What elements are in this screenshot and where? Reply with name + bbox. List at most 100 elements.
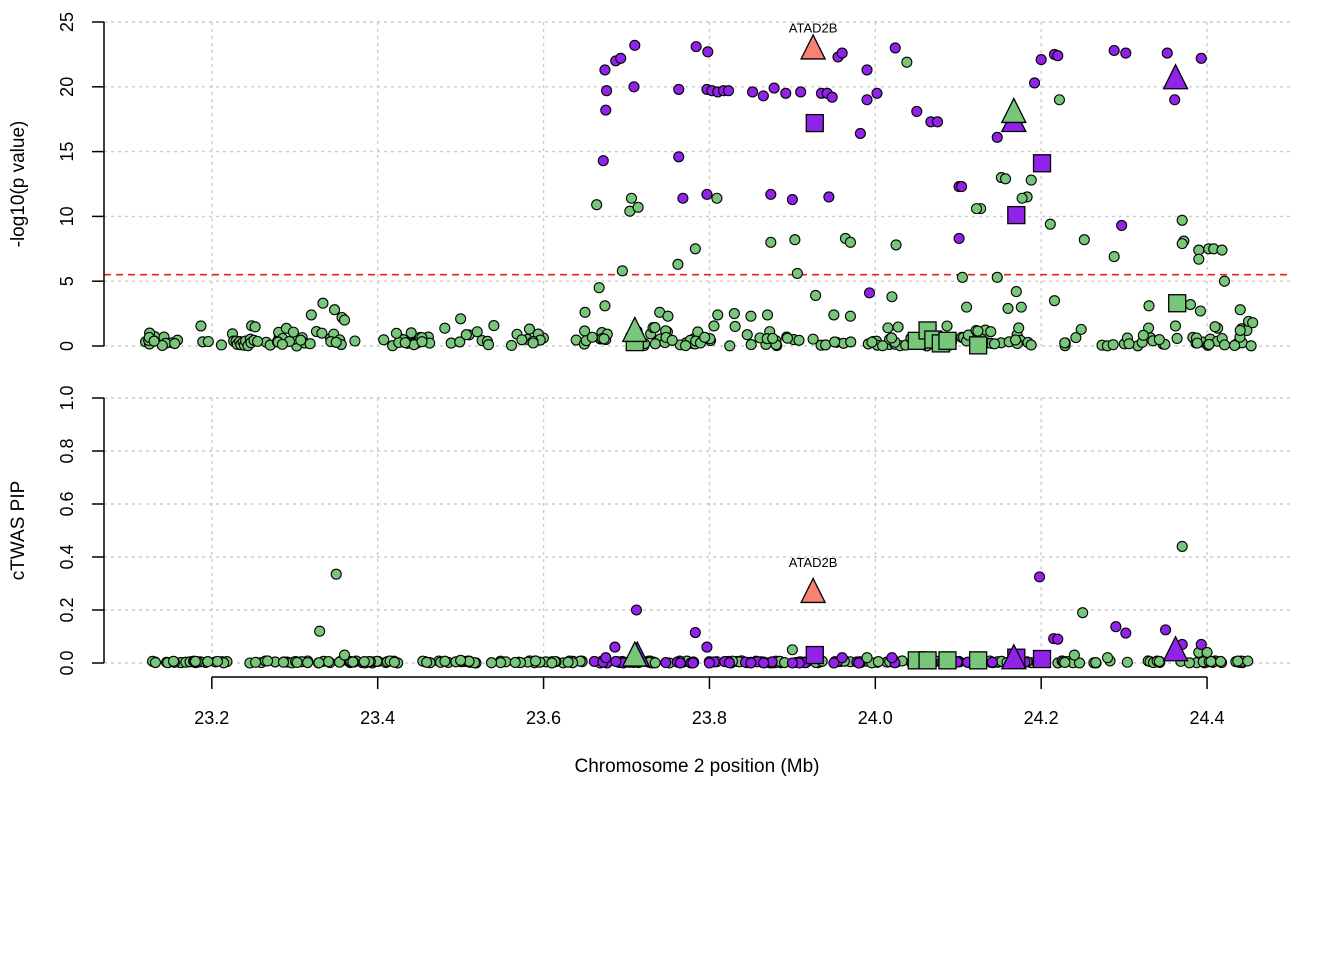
top-snp-point — [1195, 52, 1207, 64]
top-snp-point — [1193, 244, 1205, 256]
top-snp-point — [702, 46, 714, 58]
top-snp-point — [405, 327, 417, 339]
top-snp-point — [701, 188, 713, 200]
bottom-snp-point — [1074, 657, 1086, 669]
top-snp-point — [1075, 323, 1087, 335]
top-snp-point — [960, 301, 973, 313]
bottom-snp-point — [1215, 655, 1227, 668]
top-snp-point — [304, 338, 316, 350]
top-snp-point — [1137, 329, 1149, 341]
points-layer — [140, 33, 1259, 670]
top-snp-point — [593, 282, 605, 294]
top-snp-point — [1029, 77, 1041, 89]
bottom-snp-point — [600, 652, 612, 664]
top-snp-point — [202, 335, 214, 348]
top-snp-point — [712, 309, 724, 321]
top-snp-point — [598, 333, 610, 345]
bottom-snp-point — [1195, 638, 1207, 651]
top-snp-point — [795, 86, 807, 98]
top-snp-point — [482, 339, 495, 351]
top-snp-point — [1107, 339, 1119, 351]
top-snp-point — [791, 267, 803, 279]
top-snp-point — [1176, 214, 1188, 226]
top-snp-point — [807, 333, 819, 345]
bottom-snp-point — [485, 657, 498, 669]
bottom-gene-square — [918, 651, 937, 670]
top-snp-point — [673, 151, 685, 163]
top-snp-point — [1191, 337, 1203, 349]
top-snp-point — [871, 87, 883, 99]
bottom-snp-point — [872, 656, 884, 668]
top-snp-point — [454, 336, 466, 348]
top-snp-point — [169, 337, 181, 350]
bottom-snp-point — [1033, 571, 1046, 583]
x-tick-label: 23.8 — [692, 708, 727, 728]
top-snp-point — [1052, 50, 1064, 62]
bottom-gene-triangle — [1162, 635, 1189, 662]
top-snp-point — [338, 314, 351, 326]
bottom-snp-point — [853, 657, 865, 669]
top-snp-point — [911, 105, 923, 117]
top-snp-point — [628, 81, 640, 93]
top-snp-point — [673, 83, 685, 95]
top-snp-point — [823, 191, 835, 203]
top-snp-point — [215, 339, 227, 351]
x-tick-label: 24.0 — [858, 708, 893, 728]
bottom-gene-label-atad2b: ATAD2B — [789, 555, 838, 570]
top-y-tick-label: 15 — [57, 142, 77, 162]
top-snp-point — [861, 94, 873, 106]
top-y-tick-label: 0 — [57, 341, 77, 351]
bottom-gene-square — [805, 645, 824, 665]
top-snp-point — [745, 310, 757, 322]
top-snp-point — [1169, 320, 1182, 332]
top-snp-point — [505, 339, 518, 352]
top-snp-point — [729, 320, 741, 332]
top-snp-point — [1013, 322, 1025, 334]
bottom-snp-point — [358, 656, 370, 668]
top-snp-point — [828, 309, 840, 321]
bottom-snp-point — [202, 656, 214, 668]
top-snp-point — [854, 127, 866, 140]
bottom-snp-point — [674, 657, 686, 669]
top-snp-point — [527, 337, 539, 349]
top-snp-point — [953, 232, 965, 244]
bottom-snp-point — [338, 649, 351, 661]
top-snp-point — [699, 331, 711, 343]
top-snp-point — [1002, 302, 1014, 314]
bottom-snp-point — [167, 655, 180, 667]
top-snp-point — [329, 304, 341, 316]
bottom-y-tick-label: 0.6 — [57, 491, 77, 516]
top-gene-square — [1032, 154, 1052, 173]
top-snp-point — [1203, 338, 1215, 350]
top-gene-square — [969, 336, 988, 355]
top-snp-point — [1218, 275, 1231, 287]
bottom-snp-point — [786, 657, 798, 669]
bottom-snp-point — [1232, 655, 1244, 667]
top-snp-point — [586, 331, 598, 343]
top-snp-point — [516, 334, 528, 346]
bottom-snp-point — [1160, 624, 1172, 636]
top-snp-point — [1053, 94, 1065, 106]
top-snp-point — [970, 203, 983, 215]
bottom-snp-point — [388, 656, 400, 668]
bottom-snp-point — [660, 657, 672, 669]
top-snp-point — [1010, 334, 1022, 346]
top-snp-point — [765, 236, 777, 248]
bottom-snp-point — [836, 652, 848, 664]
bottom-snp-point — [1077, 607, 1089, 619]
bottom-snp-point — [562, 656, 574, 668]
top-snp-point — [597, 155, 609, 167]
bottom-snp-point — [250, 656, 262, 668]
top-snp-point — [1025, 174, 1037, 186]
top-snp-point — [1070, 332, 1082, 344]
bottom-snp-point — [313, 657, 325, 669]
top-snp-point — [316, 327, 328, 339]
bottom-snp-point — [610, 655, 622, 668]
bottom-snp-point — [723, 657, 735, 669]
top-snp-point — [708, 320, 720, 332]
top-snp-point — [632, 201, 644, 213]
top-snp-point — [666, 334, 678, 346]
top-snp-point — [1161, 47, 1173, 59]
x-tick-label: 24.4 — [1190, 708, 1225, 728]
